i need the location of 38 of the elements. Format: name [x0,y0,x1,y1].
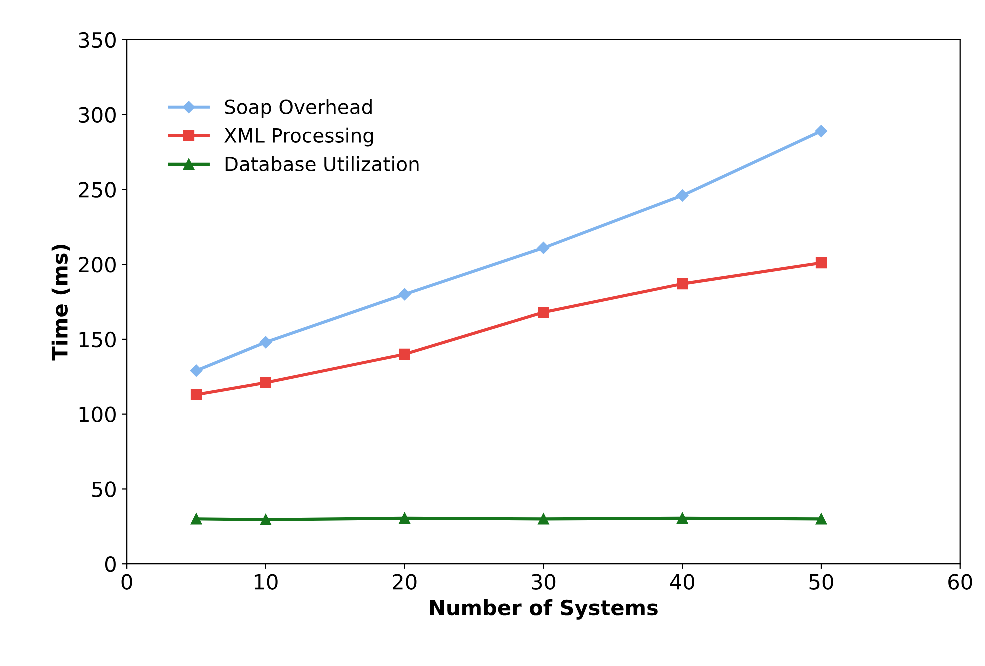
point [677,512,688,524]
x-tick-label: 40 [670,574,694,590]
legend-label: Soap Overhead [225,99,372,118]
point [538,514,550,525]
y-tick-label: 250 [79,182,116,198]
x-tick-label: 20 [393,574,417,590]
x-axis-title: Number of Systems [430,600,658,620]
point [260,514,272,526]
point [260,377,272,388]
point [538,306,550,318]
y-tick-label: 200 [79,257,116,273]
point [260,336,272,349]
y-tick-label: 0 [105,556,116,572]
y-tick-label: 150 [80,332,116,348]
point [190,514,202,525]
point [399,512,410,524]
x-tick-label: 10 [254,574,278,590]
x-tick-label: 50 [810,574,834,590]
legend-label: Database Utilization [226,156,419,172]
point [538,242,550,254]
y-tick-label: 300 [79,107,116,124]
x-tick-label: 30 [532,574,556,590]
legend-label: XML Processing [224,128,374,147]
point [190,389,202,400]
point [190,364,203,378]
y-tick-label: 100 [80,406,116,423]
x-tick-label: 60 [948,574,972,590]
point [815,125,828,138]
point [816,258,828,269]
y-tick-label: 350 [79,32,116,48]
x-tick-label: 0 [122,574,132,590]
point [399,348,410,360]
point [677,278,688,290]
y-axis-title: Time (ms) [52,245,70,361]
point [676,190,689,202]
point [816,514,828,525]
y-tick-label: 50 [92,482,116,498]
point [398,288,411,301]
